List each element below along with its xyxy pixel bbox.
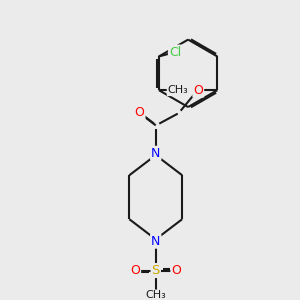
Text: N: N xyxy=(151,235,160,248)
Text: O: O xyxy=(135,106,145,119)
Text: Cl: Cl xyxy=(169,46,181,59)
Text: O: O xyxy=(130,264,140,277)
Text: CH₃: CH₃ xyxy=(146,290,166,300)
Text: O: O xyxy=(171,264,181,277)
Text: S: S xyxy=(152,264,160,277)
Text: O: O xyxy=(193,84,203,97)
Text: CH₃: CH₃ xyxy=(168,85,188,95)
Text: N: N xyxy=(151,147,160,160)
